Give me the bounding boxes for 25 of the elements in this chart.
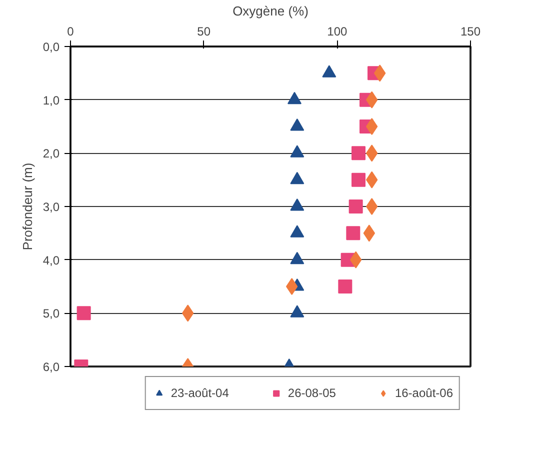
x-tick-label: 100 [327, 24, 348, 38]
point [338, 280, 352, 294]
y-tick-label: 6,0 [42, 360, 60, 374]
legend-label: 16-août-06 [394, 386, 453, 400]
y-tick-label: 2,0 [42, 146, 60, 161]
x-tick-label: 50 [197, 24, 211, 38]
y-tick-label: 3,0 [42, 200, 60, 214]
point [352, 146, 366, 160]
point [366, 118, 378, 135]
y-axis-title: Profondeur (m) [20, 162, 35, 250]
point [346, 226, 360, 240]
x-axis-title: Oxygène (%) [232, 4, 308, 18]
point [286, 278, 298, 295]
x-tick-label: 150 [460, 24, 481, 38]
y-tick-label: 4,0 [42, 253, 60, 268]
point [76, 306, 91, 320]
point [366, 198, 378, 215]
y-tick-label: 1,0 [42, 93, 60, 108]
legend-label: 23-août-04 [170, 386, 229, 400]
point [348, 200, 363, 214]
point [352, 172, 366, 187]
y-tick-label: 0,0 [42, 40, 60, 54]
x-tick-label: 0 [67, 24, 74, 38]
legend-label: 26-08-05 [288, 386, 336, 400]
y-tick-label: 5,0 [42, 306, 60, 321]
